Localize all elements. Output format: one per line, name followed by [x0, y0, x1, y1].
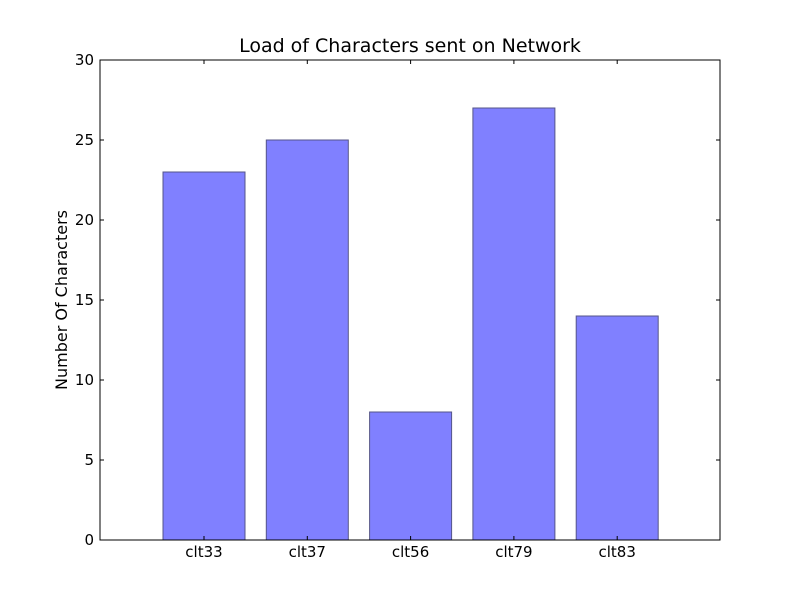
- x-tick-label: clt56: [392, 543, 429, 561]
- x-tick-label: clt79: [495, 543, 532, 561]
- bar-clt33: [162, 171, 246, 541]
- y-tick-label: 0: [84, 531, 94, 549]
- y-axis-label: Number Of Characters: [52, 210, 71, 390]
- x-tick-label: clt33: [185, 543, 222, 561]
- y-tick-label: 5: [84, 451, 94, 469]
- bar-clt83: [575, 315, 659, 541]
- bar-clt56: [369, 411, 453, 541]
- bar-group: [162, 107, 659, 541]
- x-tick-label: clt37: [289, 543, 326, 561]
- x-tick-label: clt83: [599, 543, 636, 561]
- y-tick-label: 15: [75, 291, 94, 309]
- y-tick-label: 20: [75, 211, 94, 229]
- chart-title: Load of Characters sent on Network: [239, 35, 581, 57]
- plot-frame: [99, 59, 721, 541]
- y-tick-label: 25: [75, 131, 94, 149]
- bar-clt37: [265, 139, 349, 541]
- tick-group: clt33 clt37 clt56 clt79 clt83 0 5 10 15 20 25 30: [75, 51, 720, 561]
- y-tick-label: 10: [75, 371, 94, 389]
- bar-clt79: [472, 107, 556, 541]
- y-tick-label: 30: [75, 51, 94, 69]
